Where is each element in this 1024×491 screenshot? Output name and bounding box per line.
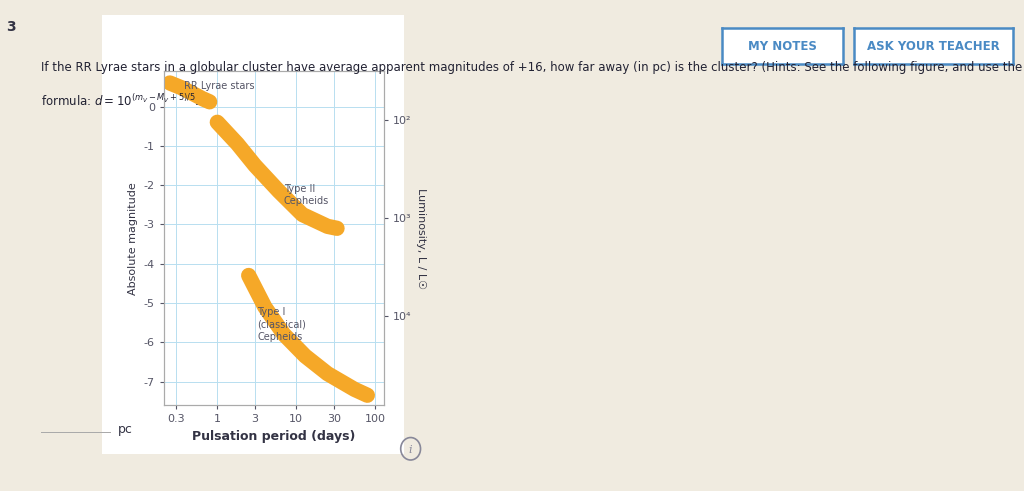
Text: formula: $d = 10^{(m_V - M_V + 5)/5}$.: formula: $d = 10^{(m_V - M_V + 5)/5}$. [41,93,200,109]
Text: ASK YOUR TEACHER: ASK YOUR TEACHER [867,40,999,53]
Text: i: i [409,445,413,455]
Text: If the RR Lyrae stars in a globular cluster have average apparent magnitudes of : If the RR Lyrae stars in a globular clus… [41,61,1024,74]
Text: MY NOTES: MY NOTES [748,40,817,53]
Text: Type II
Cepheids: Type II Cepheids [284,184,329,206]
Text: RR Lyrae stars: RR Lyrae stars [184,81,255,91]
Y-axis label: Luminosity, L / L☉: Luminosity, L / L☉ [416,188,426,289]
Text: Type I
(classical)
Cepheids: Type I (classical) Cepheids [257,307,306,342]
X-axis label: Pulsation period (days): Pulsation period (days) [193,430,355,443]
Text: pc: pc [118,423,133,436]
FancyBboxPatch shape [96,6,411,463]
Y-axis label: Absolute magnitude: Absolute magnitude [128,182,138,295]
Text: 3: 3 [6,20,15,34]
